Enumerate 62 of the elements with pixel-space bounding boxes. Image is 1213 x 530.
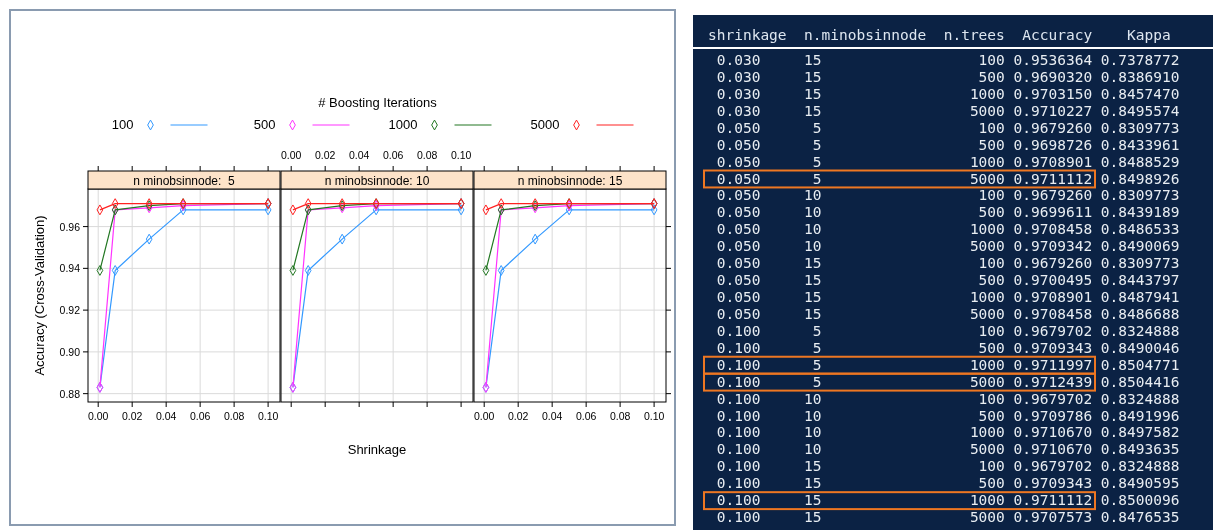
x-tick-label: 0.10 [257,410,279,422]
x-tick-label: 0.04 [348,149,370,161]
x-tick-label: 0.08 [223,410,245,422]
chart-title: n minobsinnode: 10 [324,174,430,188]
legend-label: 500 [253,117,276,132]
text: 0.100 15 5000 0.9707573 0.8476535 [708,509,1180,526]
text: 0.100 10 1000 0.9710670 0.8497582 [708,424,1180,441]
x-tick-label: 0.02 [121,410,143,422]
text: 0.050 15 500 0.9700495 0.8443797 [708,272,1180,289]
text: shrinkage n.minobsinnode n.trees Accuracy Kappa [708,27,1171,43]
text: 0.100 5 5000 0.9712439 0.8504416 [708,373,1180,390]
x-axis-title: Shrinkage [347,442,407,457]
text: 0.100 15 100 0.9679702 0.8324888 [708,458,1180,475]
x-tick-label: 0.02 [314,149,336,161]
x-tick-label: 0.04 [155,410,177,422]
text: 0.100 15 1000 0.9711112 0.8500096 [708,492,1180,509]
legend-label: 1000 [388,117,418,132]
legend-label: 5000 [530,117,560,132]
y-tick-label: 0.90 [59,345,81,358]
x-tick-label: 0.02 [507,410,529,422]
text: 0.100 10 100 0.9679702 0.8324888 [708,390,1180,407]
text: 0.050 10 5000 0.9709342 0.8490069 [708,238,1180,255]
y-tick-label: 0.94 [59,262,81,275]
legend-label: 100 [111,117,134,132]
text: 0.050 5 1000 0.9708901 0.8488529 [708,153,1180,170]
x-tick-label: 0.00 [280,149,302,161]
text: 0.050 5 500 0.9698726 0.8433961 [708,136,1180,153]
x-tick-label: 0.10 [643,410,665,422]
text: 0.100 5 1000 0.9711997 0.8504771 [708,356,1180,373]
text: 0.100 5 100 0.9679702 0.8324888 [708,322,1180,339]
y-tick-label: 0.88 [59,387,81,400]
text: 0.050 10 100 0.9679260 0.8309773 [708,187,1180,204]
text: 0.050 15 5000 0.9708458 0.8486688 [708,305,1180,322]
legend-title: # Boosting Iterations [318,95,438,110]
text: 0.050 10 500 0.9699611 0.8439189 [708,204,1180,221]
x-tick-label: 0.10 [450,149,472,161]
x-tick-label: 0.06 [382,149,404,161]
text: 0.050 10 1000 0.9708458 0.8486533 [708,221,1180,238]
text: 0.100 5 500 0.9709343 0.8490046 [708,339,1180,356]
x-tick-label: 0.00 [473,410,495,422]
text: 0.050 5 5000 0.9711112 0.8498926 [708,170,1180,187]
text: 0.050 15 1000 0.9708901 0.8487941 [708,289,1180,306]
text: 0.030 15 500 0.9690320 0.8386910 [708,68,1180,85]
y-tick-label: 0.96 [59,220,81,233]
x-tick-label: 0.06 [575,410,597,422]
y-tick-label: 0.92 [59,304,81,317]
x-tick-label: 0.04 [541,410,563,422]
text: 0.030 15 100 0.9536364 0.7378772 [708,52,1180,68]
x-tick-label: 0.08 [416,149,438,161]
text: 0.100 10 5000 0.9710670 0.8493635 [708,441,1180,458]
chart-title: n minobsinnode: 5 [133,174,236,188]
text: 0.050 5 100 0.9679260 0.8309773 [708,119,1180,136]
x-tick-label: 0.06 [189,410,211,422]
text: 0.030 15 1000 0.9703150 0.8457470 [708,85,1180,102]
x-tick-label: 0.00 [87,410,109,422]
chart-title: n minobsinnode: 15 [517,174,623,188]
text: 0.100 10 500 0.9709786 0.8491996 [708,407,1180,424]
x-tick-label: 0.08 [609,410,631,422]
text: 0.030 15 5000 0.9710227 0.8495574 [708,102,1180,119]
text: 0.100 15 500 0.9709343 0.8490595 [708,475,1180,492]
text: 0.050 15 100 0.9679260 0.8309773 [708,255,1180,272]
y-axis-title: Accuracy (Cross-Validation) [32,215,47,376]
